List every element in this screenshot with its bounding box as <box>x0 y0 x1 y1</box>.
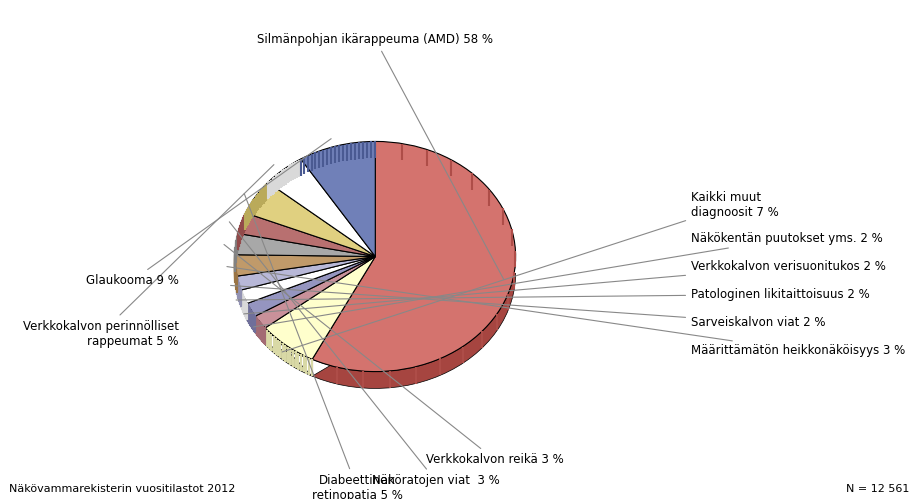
Text: Verkkokalvon reikä 3 %: Verkkokalvon reikä 3 % <box>224 245 563 466</box>
Text: Sarveiskalvon viat 2 %: Sarveiskalvon viat 2 % <box>231 285 825 329</box>
Wedge shape <box>268 159 375 256</box>
Text: Verkkokalvon verisuonitukos 2 %: Verkkokalvon verisuonitukos 2 % <box>244 260 886 314</box>
Wedge shape <box>312 141 516 372</box>
Text: N = 12 561: N = 12 561 <box>846 484 910 494</box>
Text: Näkökentän puutokset yms. 2 %: Näkökentän puutokset yms. 2 % <box>254 232 883 327</box>
Text: Silmänpohjan ikärappeuma (AMD) 58 %: Silmänpohjan ikärappeuma (AMD) 58 % <box>257 33 504 279</box>
Polygon shape <box>235 256 237 293</box>
Polygon shape <box>266 328 312 376</box>
Wedge shape <box>266 256 375 359</box>
Wedge shape <box>237 256 375 290</box>
Wedge shape <box>247 256 375 316</box>
Text: Kaikki muut
diagnoosit 7 %: Kaikki muut diagnoosit 7 % <box>282 191 778 352</box>
Text: Verkkokalvon perinnölliset
rappeumat 5 %: Verkkokalvon perinnölliset rappeumat 5 % <box>23 165 274 348</box>
Wedge shape <box>245 183 375 256</box>
Wedge shape <box>255 256 375 328</box>
Polygon shape <box>237 276 241 307</box>
Text: Näkövammarekisterin vuositilastot 2012: Näkövammarekisterin vuositilastot 2012 <box>9 484 235 494</box>
Text: Määrittämätön heikkonäköisyys 3 %: Määrittämätön heikkonäköisyys 3 % <box>227 266 905 357</box>
Polygon shape <box>312 256 516 388</box>
Text: Näköratojen viat  3 %: Näköratojen viat 3 % <box>230 222 500 487</box>
Wedge shape <box>235 254 375 276</box>
Wedge shape <box>235 234 375 256</box>
Polygon shape <box>247 303 255 333</box>
Text: Glaukooma 9 %: Glaukooma 9 % <box>86 139 331 287</box>
Text: Patologinen likitaittoisuus 2 %: Patologinen likitaittoisuus 2 % <box>236 288 869 301</box>
Wedge shape <box>238 213 375 256</box>
Polygon shape <box>255 316 266 345</box>
Wedge shape <box>301 141 375 256</box>
Text: Diabeettinen
retinopatia 5 %: Diabeettinen retinopatia 5 % <box>244 194 403 499</box>
Polygon shape <box>241 290 247 320</box>
Wedge shape <box>241 256 375 303</box>
